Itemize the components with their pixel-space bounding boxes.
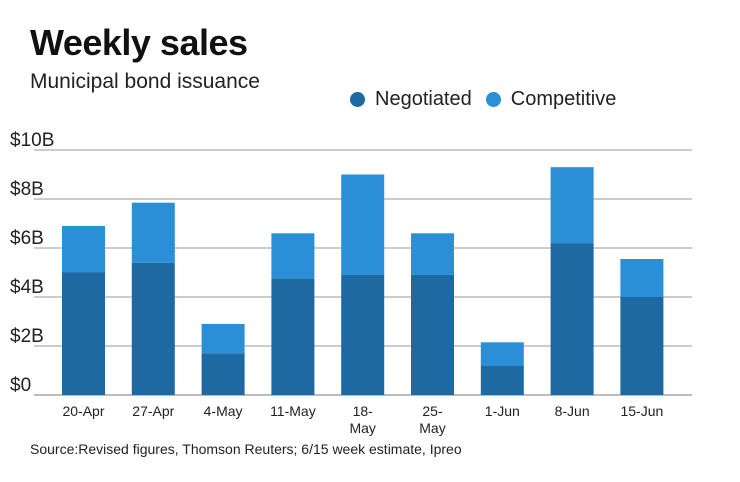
bar-competitive-7: [550, 167, 594, 244]
bar-negotiated-3: [271, 278, 315, 395]
x-tick-label: May: [349, 420, 375, 436]
bar-negotiated-4: [341, 274, 385, 395]
bar-negotiated-7: [550, 243, 594, 395]
x-tick-label: 11-May: [270, 403, 316, 419]
x-tick-label: 1-Jun: [485, 403, 520, 419]
x-axis-tick-labels: 20-Apr 27-Apr 4-May 11-May 18-May25-May1-Jun…: [62, 403, 663, 436]
bar-negotiated-8: [620, 297, 664, 395]
chart-subtitle: Municipal bond issuance: [30, 70, 260, 93]
x-tick-label: 25-: [422, 403, 443, 419]
legend-swatch-competitive: [485, 92, 501, 107]
bar-competitive-5: [411, 233, 454, 275]
x-tick-label: May: [419, 420, 445, 436]
bar-competitive-6: [480, 342, 524, 366]
chart-legend: Negotiated Competitive: [350, 88, 616, 111]
bar-competitive-2: [201, 323, 245, 354]
x-tick-label: 20-Apr: [62, 403, 104, 419]
bar-competitive-1: [131, 202, 175, 263]
y-tick-label: $0: [10, 375, 31, 396]
y-tick-label: $8B: [10, 179, 44, 200]
chart-title: Weekly sales: [30, 22, 248, 63]
bar-negotiated-1: [131, 262, 175, 395]
x-tick-label: 15-Jun: [620, 403, 663, 419]
bar-negotiated-0: [62, 272, 105, 395]
y-tick-label: $4B: [10, 277, 44, 298]
x-tick-label: 4-May: [204, 403, 243, 419]
bar-negotiated-5: [411, 274, 454, 395]
y-tick-label: $6B: [10, 228, 44, 249]
bar-competitive-0: [62, 225, 105, 273]
bar-negotiated-2: [201, 353, 245, 395]
x-tick-label: 18-: [353, 403, 374, 419]
y-tick-label: $2B: [10, 326, 44, 347]
legend-item-negotiated: Negotiated: [350, 88, 472, 111]
bar-competitive-3: [271, 233, 315, 279]
bar-negotiated-6: [480, 365, 524, 395]
x-tick-label: 27-Apr: [132, 403, 174, 419]
y-axis-tick-labels: $0 $2B $4B $6B $8B $10B: [10, 130, 54, 396]
bar-competitive-8: [620, 259, 664, 297]
bar-competitive-4: [341, 174, 385, 275]
legend-item-competitive: Competitive: [485, 88, 617, 111]
source-note: Source:Revised figures, Thomson Reuters;…: [30, 441, 462, 457]
legend-label-competitive: Competitive: [510, 88, 617, 110]
legend-label-negotiated: Negotiated: [375, 88, 472, 110]
bars: [62, 167, 664, 395]
y-tick-label: $10B: [10, 130, 54, 151]
legend-swatch-negotiated: [350, 92, 365, 107]
x-tick-label: 8-Jun: [555, 403, 590, 419]
